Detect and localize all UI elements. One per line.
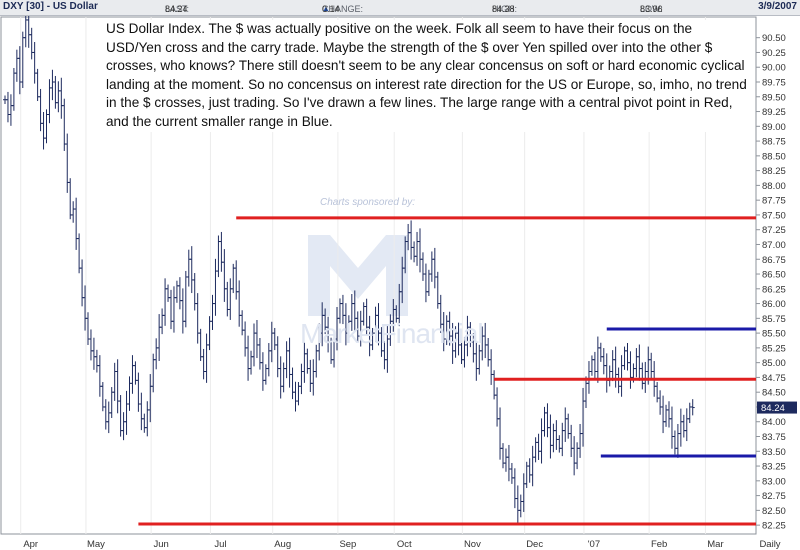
y-tick-label: 84.00 [762, 417, 786, 428]
y-tick-label: 85.50 [762, 329, 786, 340]
y-tick-label: 83.50 [762, 447, 786, 458]
y-tick-label: 82.50 [762, 506, 786, 517]
last-label: LAST: [165, 4, 190, 14]
x-tick-label: Jun [153, 539, 168, 550]
x-tick-label: Apr [23, 539, 38, 550]
change-label: CHANGE: [322, 4, 364, 14]
up-triangle-icon: ▲ [322, 4, 330, 13]
x-tick-label: Jul [214, 539, 226, 550]
y-tick-label: 87.00 [762, 240, 786, 251]
y-tick-label: 83.75 [762, 432, 786, 443]
y-tick-label: 85.25 [762, 343, 786, 354]
high-label: HIGH: [492, 4, 518, 14]
y-tick-label: 84.50 [762, 388, 786, 399]
y-tick-label: 89.75 [762, 77, 786, 88]
y-tick-label: 89.00 [762, 122, 786, 133]
low-value: 83.96 [640, 4, 663, 14]
y-tick-label: 82.25 [762, 521, 786, 532]
quote-header: DXY [30] - US Dollar LAST: 84.24 CHANGE:… [0, 0, 800, 16]
x-tick-label: '07 [588, 539, 600, 550]
y-tick-label: 87.25 [762, 225, 786, 236]
y-tick-label: 89.25 [762, 107, 786, 118]
watermark-logo [308, 235, 408, 316]
y-tick-label: 83.25 [762, 462, 786, 473]
x-tick-label: Aug [274, 539, 291, 550]
x-tick-label: Sep [339, 539, 356, 550]
y-tick-label: 90.50 [762, 33, 786, 44]
last-price-badge [757, 401, 797, 414]
change-value: 0.14 [322, 4, 340, 14]
x-tick-label: Nov [464, 539, 481, 550]
last-value: 84.24 [165, 4, 188, 14]
y-tick-label: 90.25 [762, 48, 786, 59]
y-tick-label: 86.75 [762, 255, 786, 266]
y-tick-label: 86.00 [762, 299, 786, 310]
y-tick-label: 88.00 [762, 181, 786, 192]
y-tick-label: 84.75 [762, 373, 786, 384]
high-value: 84.38 [492, 4, 515, 14]
x-tick-label: Daily [759, 539, 780, 550]
y-tick-label: 88.25 [762, 166, 786, 177]
y-tick-label: 82.75 [762, 491, 786, 502]
y-tick-label: 83.00 [762, 476, 786, 487]
chart-annotation: US Dollar Index. The $ was actually posi… [104, 20, 752, 132]
x-tick-label: Mar [707, 539, 723, 550]
y-tick-label: 87.75 [762, 196, 786, 207]
x-tick-label: Oct [397, 539, 412, 550]
low-label: LOW: [640, 4, 663, 14]
x-tick-label: Feb [651, 539, 667, 550]
last-price-label: 84.24 [761, 403, 785, 414]
sponsor-caption: Charts sponsored by: [320, 197, 416, 208]
y-tick-label: 86.25 [762, 284, 786, 295]
y-tick-label: 88.75 [762, 137, 786, 148]
y-tick-label: 90.00 [762, 63, 786, 74]
y-tick-label: 89.50 [762, 92, 786, 103]
y-tick-label: 87.50 [762, 210, 786, 221]
quote-date: 3/9/2007 [758, 1, 797, 12]
y-tick-label: 86.50 [762, 270, 786, 281]
watermark-brand: MarketFinancial [300, 318, 484, 349]
symbol-title: DXY [30] - US Dollar [3, 1, 98, 12]
y-tick-label: 85.00 [762, 358, 786, 369]
x-tick-label: May [87, 539, 105, 550]
y-tick-label: 85.75 [762, 314, 786, 325]
y-tick-label: 88.50 [762, 151, 786, 162]
x-tick-label: Dec [526, 539, 543, 550]
